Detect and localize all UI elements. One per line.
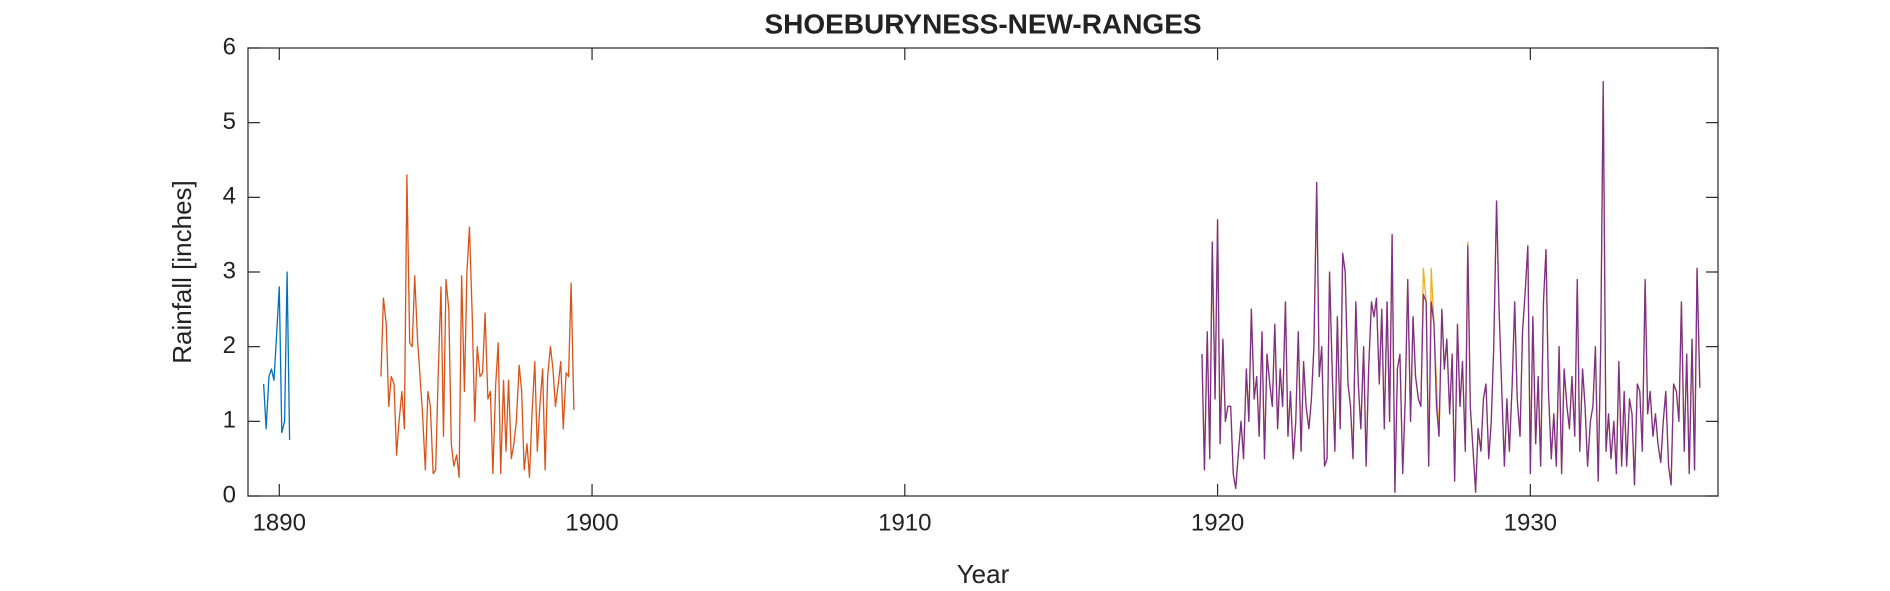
- plot-area: [247, 47, 1719, 497]
- chart-title: SHOEBURYNESS-NEW-RANGES: [764, 8, 1201, 39]
- series-line: [380, 174, 575, 478]
- y-tick-label: 0: [223, 481, 236, 508]
- series-line: [262, 271, 291, 441]
- y-tick-label: 6: [223, 33, 236, 60]
- y-tick-label: 5: [223, 108, 236, 135]
- y-tick-label: 4: [223, 183, 236, 210]
- x-tick-label: 1930: [1504, 509, 1557, 536]
- x-axis-label: Year: [957, 559, 1010, 589]
- x-tick-label: 1910: [878, 509, 931, 536]
- x-tick-label: 1920: [1191, 509, 1244, 536]
- x-tick-label: 1890: [253, 509, 306, 536]
- y-tick-label: 2: [223, 332, 236, 359]
- series-line: [1201, 80, 1701, 493]
- y-tick-label: 3: [223, 257, 236, 284]
- y-axis-label: Rainfall [inches]: [167, 180, 197, 364]
- x-tick-label: 1900: [565, 509, 618, 536]
- y-tick-label: 1: [223, 407, 236, 434]
